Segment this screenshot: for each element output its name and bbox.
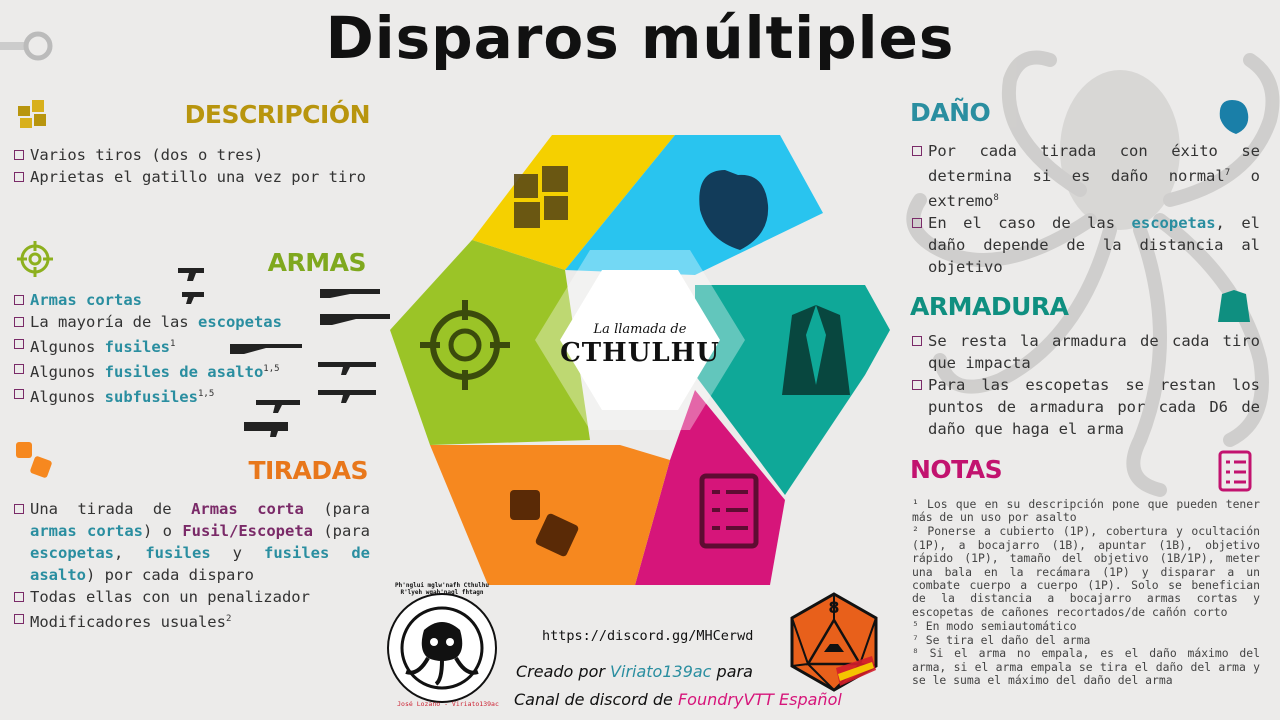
- gun-icon: [256, 400, 300, 413]
- dano-heading: DAÑO: [910, 98, 991, 127]
- checklist-icon: [699, 473, 759, 549]
- segment-magenta: [635, 390, 785, 585]
- armadura-list: Se resta la armadura de cada tiro que im…: [912, 330, 1260, 440]
- note-item: ² Ponerse a cubierto (1P), cobertura y o…: [912, 524, 1260, 619]
- gun-icon: [182, 292, 204, 304]
- seal-text: Ph'nglui mglw'nafh Cthulhu R'lyeh wgah'n…: [395, 582, 489, 596]
- dano-list: Por cada tirada con éxito se determina s…: [912, 140, 1260, 278]
- notas-heading: NOTAS: [910, 455, 1003, 484]
- list-item: Se resta la armadura de cada tiro que im…: [912, 330, 1260, 374]
- gun-icon: [244, 422, 288, 437]
- credit-line-1: Creado por Viriato139ac para: [516, 662, 753, 681]
- suit-icon: [1218, 290, 1250, 322]
- logo-title: CTHULHU: [560, 338, 720, 368]
- foundry-link[interactable]: FoundryVTT Español: [677, 690, 842, 709]
- seal-signature: José Lozano - Viriato139ac: [397, 700, 499, 708]
- puzzle-icon: [18, 100, 46, 128]
- gun-icon: [178, 268, 204, 281]
- armas-heading: ARMAS: [267, 248, 367, 277]
- list-item: Algunos fusiles de asalto1,5: [14, 358, 314, 383]
- heart-icon: [699, 170, 769, 250]
- d20-die-icon: [790, 592, 878, 692]
- gun-icon: [320, 314, 390, 325]
- list-item: Modificadores usuales2: [14, 608, 370, 633]
- logo-subtitle: La llamada de: [593, 322, 687, 337]
- note-item: ⁵ En modo semiautomático: [912, 618, 1077, 633]
- die-number: 8: [828, 598, 840, 617]
- credit-line-2: Canal de discord de FoundryVTT Español: [514, 690, 842, 709]
- magnifier-icon: [0, 31, 53, 61]
- hexagon-diagram: [390, 135, 890, 585]
- discord-link[interactable]: https://discord.gg/MHCerwd: [542, 628, 754, 644]
- page-title: Disparos múltiples: [325, 4, 955, 72]
- tiradas-heading: TIRADAS: [248, 456, 368, 485]
- octopus-illustration: [906, 50, 1280, 497]
- note-item: ⁷ Se tira el daño del arma: [912, 632, 1091, 647]
- gun-icon: [230, 344, 302, 354]
- target-icon: [17, 241, 53, 277]
- gun-icon: [318, 390, 376, 403]
- descripcion-list: Varios tiros (dos o tres) Aprietas el ga…: [14, 144, 370, 188]
- list-item: La mayoría de las escopetas: [14, 311, 314, 333]
- list-item: En el caso de las escopetas, el daño dep…: [912, 212, 1260, 278]
- descripcion-heading: DESCRIPCIÓN: [184, 100, 371, 129]
- tiradas-list: Una tirada de Armas corta (para armas co…: [14, 498, 370, 633]
- list-item: Aprietas el gatillo una vez por tiro: [14, 166, 370, 188]
- armadura-heading: ARMADURA: [910, 292, 1069, 321]
- cthulhu-seal: [387, 593, 497, 703]
- list-item: Una tirada de Armas corta (para armas co…: [14, 498, 370, 586]
- list-item: Para las escopetas se restan los puntos …: [912, 374, 1260, 440]
- puzzle-icon: [514, 166, 568, 228]
- list-item: Todas ellas con un penalizador: [14, 586, 370, 608]
- gun-icon: [318, 362, 376, 375]
- checklist-icon: [1218, 450, 1252, 492]
- note-item: ¹ Los que en su descripción pone que pue…: [912, 497, 1260, 525]
- heart-icon: [1219, 100, 1249, 134]
- segment-yellow: [472, 135, 675, 270]
- list-item: Varios tiros (dos o tres): [14, 144, 370, 166]
- list-item: Armas cortas: [14, 289, 314, 311]
- list-item: Algunos subfusiles1,5: [14, 383, 314, 408]
- author-link[interactable]: Viriato139ac: [610, 662, 712, 681]
- gun-icons: [178, 268, 390, 437]
- center-hexagon: [560, 270, 720, 410]
- gun-icon: [320, 289, 380, 298]
- dice-icon: [510, 490, 540, 520]
- notes-block: ¹ Los que en su descripción pone que pue…: [912, 497, 1260, 688]
- segment-cyan: [565, 135, 823, 275]
- armas-list: Armas cortas La mayoría de las escopetas…: [14, 289, 314, 408]
- list-item: Por cada tirada con éxito se determina s…: [912, 140, 1260, 212]
- list-item: Algunos fusiles1: [14, 333, 314, 358]
- note-item: ⁸ Si el arma no empala, es el daño máxim…: [912, 646, 1260, 688]
- dice-icon: [16, 442, 52, 478]
